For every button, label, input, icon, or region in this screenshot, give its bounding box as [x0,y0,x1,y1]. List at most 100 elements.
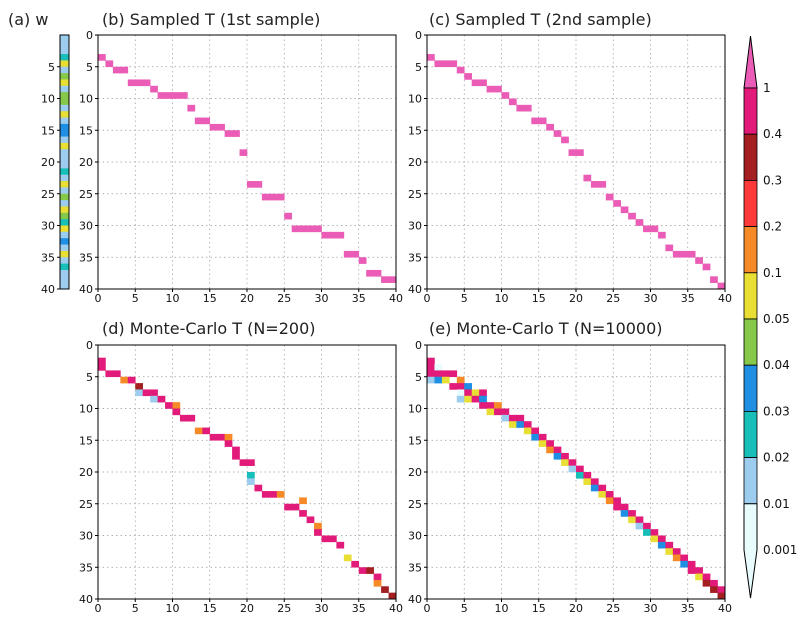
heatmap-cell [710,586,718,593]
heatmap-cell [456,389,465,397]
heatmap-cell [464,395,472,403]
weight-cell [60,60,69,68]
heatmap-cell [232,446,240,454]
heatmap-cell [598,181,607,188]
x-tick-label: 40 [389,292,403,305]
heatmap-cell [471,395,480,403]
weight-cell [60,168,69,175]
heatmap-cell [620,503,629,511]
x-tick-label: 35 [352,602,366,615]
heatmap-cell [494,408,502,416]
heatmap-cell [434,60,443,68]
heatmap-cell [254,181,263,188]
weight-cell [60,104,69,112]
colorbar-bin [743,179,758,227]
heatmap-cell [665,541,674,549]
weight-cell [60,98,69,106]
x-tick-label: 35 [681,292,695,305]
heatmap-cell [321,535,330,543]
heatmap-cell [269,193,278,201]
x-tick-label: 30 [644,292,658,305]
heatmap-cell [135,79,143,87]
weight-cell [60,282,69,290]
heatmap-cell [561,459,569,466]
weight-cell [60,136,69,144]
heatmap-cell [657,535,666,543]
heatmap-cell [261,193,270,201]
colorbar-bottom-arrow [743,503,758,599]
heatmap-cell [531,117,540,125]
strip-tick-label: 10 [41,93,55,106]
x-tick-label: 15 [203,602,217,615]
strip-tick-label: 15 [41,124,55,137]
heatmap-cell [314,225,322,233]
x-tick-label: 15 [532,602,546,615]
heatmap-cell [523,104,532,112]
heatmap-cell [98,364,106,371]
x-tick-label: 5 [461,292,468,305]
colorbar-bin [743,457,758,505]
y-tick-label: 25 [79,498,93,511]
heatmap-cell [135,383,143,390]
weight-cell [60,73,69,80]
x-tick-label: 20 [569,292,583,305]
heatmap-cell [314,529,322,536]
x-tick-label: 25 [277,602,291,615]
heatmap-cell [381,586,389,593]
y-tick-label: 5 [86,61,93,74]
heatmap-cell [657,231,666,239]
heatmap-cell [328,231,337,239]
heatmap-cell [150,389,158,397]
weight-cell [60,238,69,245]
heatmap-cell [523,427,532,435]
weight-cell [60,142,69,150]
heatmap-cell [628,510,636,517]
heatmap-cell [680,250,689,258]
heatmap-cell [680,560,689,568]
colorbar-label: 0.001 [763,543,797,557]
heatmap-cell [516,421,525,428]
panel-title: (e) Monte-Carlo T (N=10000) [429,319,663,338]
x-tick-label: 20 [569,602,583,615]
heatmap-cell [531,427,540,435]
y-tick-label: 35 [408,561,422,574]
x-tick-label: 30 [315,292,329,305]
heatmap-cell [247,181,255,188]
heatmap-cell [583,174,592,182]
heatmap-cell [388,592,397,600]
heatmap-cell [680,554,689,562]
heatmap-cell [501,92,510,99]
heatmap-cell [672,250,681,258]
heatmap-cell [142,389,151,397]
heatmap-cell [172,92,181,99]
x-tick-label: 40 [389,602,403,615]
heatmap-cell [494,402,502,409]
heatmap-cell [254,484,263,492]
heatmap-cell [276,193,285,201]
heatmap-cell [643,529,651,536]
heatmap-cell [613,503,621,511]
y-tick-label: 40 [408,593,422,606]
heatmap-cell [239,459,248,466]
y-tick-label: 15 [79,434,93,447]
heatmap-cell [306,516,315,524]
x-tick-label: 35 [681,602,695,615]
colorbar-label: 0.05 [763,312,790,326]
heatmap-cell [508,98,517,106]
panel-title: (b) Sampled T (1st sample) [102,10,320,29]
heatmap-cell [479,389,487,397]
heatmap-cell [479,79,487,87]
y-tick-label: 25 [408,498,422,511]
heatmap-cell [456,376,465,384]
colorbar-bin [743,87,758,135]
weight-cell [60,276,69,283]
heatmap-cell [291,503,300,511]
heatmap-cell [314,522,322,530]
heatmap-cell [561,136,569,144]
heatmap-cell [299,510,307,517]
heatmap-cell [381,276,389,283]
heatmap-cell [179,414,188,422]
heatmap-cell [643,522,651,530]
weight-cell [60,149,69,156]
heatmap-cell [209,123,218,131]
